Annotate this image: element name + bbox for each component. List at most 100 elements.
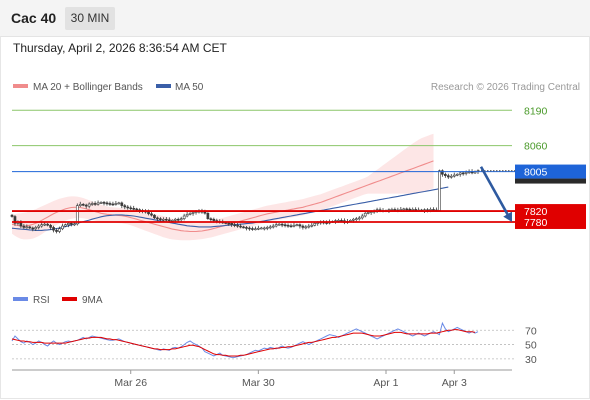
candle-body	[352, 218, 355, 221]
candle-body	[405, 208, 409, 211]
target-level-label: 8060	[524, 141, 548, 153]
candle-body	[64, 224, 67, 227]
candle-body	[156, 217, 159, 220]
candle-body	[22, 225, 26, 228]
candle-body	[102, 202, 106, 204]
candle-body	[227, 222, 231, 225]
candle-body	[90, 203, 94, 205]
candle-body	[87, 203, 91, 207]
candle-body	[55, 229, 58, 232]
candle-body	[239, 225, 242, 228]
candle-body	[357, 217, 361, 220]
candle-body	[307, 225, 311, 228]
candle-body	[117, 202, 121, 205]
candle-body	[236, 224, 239, 227]
candle-body	[295, 224, 299, 226]
candle-body	[188, 212, 192, 215]
candle-body	[280, 223, 284, 226]
candle-body	[165, 218, 168, 221]
candle-body	[126, 206, 130, 209]
candle-body	[265, 227, 269, 229]
candle-body	[96, 202, 100, 205]
candle-body	[230, 223, 233, 225]
candle-body	[363, 212, 367, 217]
candle-body	[283, 224, 287, 226]
candle-body	[233, 224, 236, 226]
rsi-legend-swatch	[13, 297, 28, 301]
rsi-ma-legend-label: 9MA	[82, 295, 103, 306]
candle-body	[105, 202, 109, 205]
pivot-level-tag	[515, 204, 586, 229]
candle-body	[120, 202, 124, 206]
forecast-arrow-shaft	[479, 166, 511, 218]
candle-body	[310, 224, 314, 227]
candle-body	[259, 227, 263, 230]
rsi-line	[11, 321, 479, 358]
rsi-plot: 30 50 70	[11, 321, 537, 366]
candle-body	[132, 208, 136, 210]
candle-body	[13, 216, 17, 224]
candle-body	[49, 224, 52, 228]
candle-body	[129, 207, 133, 210]
candle-body	[242, 226, 245, 229]
rsi-tick-label: 50	[525, 340, 537, 352]
candle-body	[438, 170, 441, 211]
time-tick-label: Apr 1	[373, 377, 398, 389]
candle-body	[123, 205, 127, 208]
header-bar: Cac 40 30 MIN	[0, 0, 590, 37]
candle-body	[28, 226, 32, 229]
candle-body	[274, 224, 278, 227]
candle-body	[458, 172, 462, 175]
candle-body	[441, 170, 444, 175]
candle-body	[81, 203, 85, 206]
candle-body	[70, 223, 73, 225]
last-price-tag	[515, 178, 586, 184]
candle-body	[159, 218, 162, 221]
ma20-legend-label: MA 20 + Bollinger Bands	[33, 82, 143, 93]
candle-body	[46, 223, 49, 226]
candle-body	[251, 228, 254, 230]
candle-body	[464, 172, 468, 174]
candle-body	[114, 203, 118, 205]
candle-body	[360, 215, 364, 219]
rsi-tick-label: 70	[525, 325, 537, 337]
candle-body	[10, 214, 14, 217]
candle-body	[25, 226, 29, 229]
candle-body	[99, 202, 103, 204]
candle-body	[203, 211, 207, 214]
candle-body	[298, 224, 302, 227]
candle-body	[206, 212, 210, 220]
datetime-label: Thursday, April 2, 2026 8:36:54 AM CET	[13, 41, 227, 55]
forecast-arrow-head	[503, 211, 512, 222]
ma50-legend-swatch	[156, 84, 171, 88]
candle-body	[289, 225, 293, 228]
candle-body	[304, 226, 308, 229]
current-price-tag	[515, 164, 586, 179]
candle-body	[67, 223, 70, 225]
candle-body	[135, 208, 138, 211]
candle-body	[108, 203, 112, 205]
candle-body	[37, 225, 41, 228]
candle-body	[191, 212, 195, 214]
bollinger-band	[12, 133, 434, 241]
candle-body	[455, 173, 459, 176]
candle-body	[292, 224, 296, 227]
symbol-title: Cac 40	[11, 10, 57, 26]
candle-body	[34, 227, 38, 230]
candle-body	[245, 227, 248, 229]
ma50-legend-label: MA 50	[175, 82, 204, 93]
candle-body	[153, 214, 156, 219]
candle-body	[301, 225, 305, 228]
candle-body	[268, 226, 272, 229]
time-tick-label: Mar 26	[114, 377, 147, 389]
candle-body	[58, 228, 61, 232]
candle-body	[402, 208, 406, 211]
credit-text: Research © 2026 Trading Central	[431, 82, 580, 93]
candle-body	[313, 223, 317, 226]
candle-body	[444, 173, 447, 176]
candle-body	[271, 225, 275, 228]
timeframe-button[interactable]: 30 MIN	[65, 7, 115, 30]
candle-body	[78, 203, 82, 206]
